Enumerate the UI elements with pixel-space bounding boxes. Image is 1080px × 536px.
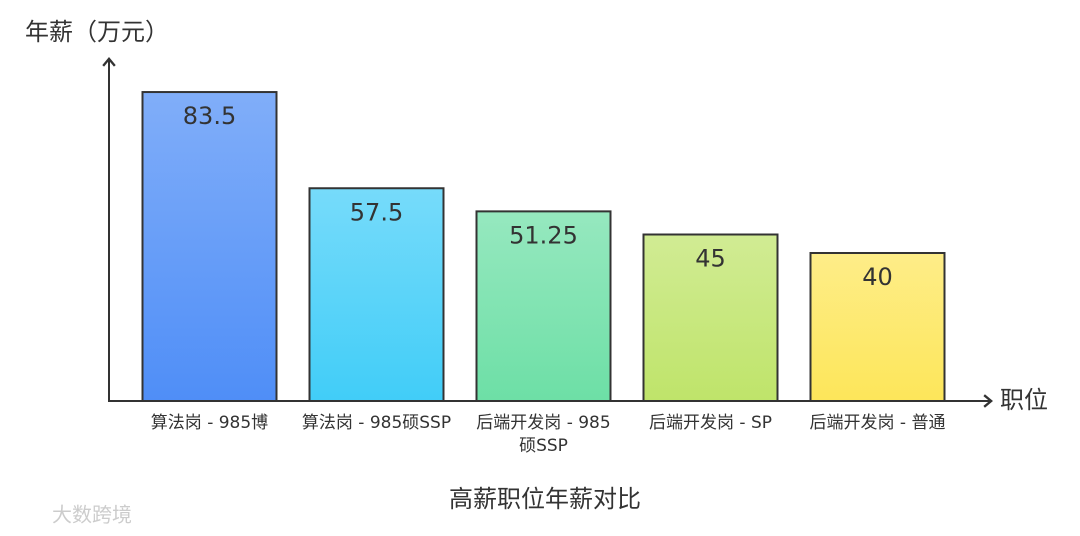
bar [475,210,612,402]
chart-title: 高薪职位年薪对比 [449,485,641,513]
value-label: 57.5 [350,198,403,226]
value-label: 51.25 [509,221,578,249]
x-tick-label: 后端开发岗 - SP [649,413,772,433]
value-label: 45 [695,245,726,273]
watermark: 大数跨境 [52,503,132,527]
x-axis-label: 职位 [1000,386,1048,414]
bar [809,252,946,402]
value-label: 83.5 [183,102,236,130]
x-tick-label: 后端开发岗 - 985硕SSP [476,413,611,456]
x-tick-label: 后端开发岗 - 普通 [809,413,946,433]
bar [642,233,779,402]
bar [308,187,445,402]
x-tick-label: 算法岗 - 985博 [150,413,269,433]
value-label: 40 [862,263,893,291]
x-tick-label: 算法岗 - 985硕SSP [301,413,452,433]
bar [141,91,278,403]
y-axis-label: 年薪（万元） [25,18,169,46]
